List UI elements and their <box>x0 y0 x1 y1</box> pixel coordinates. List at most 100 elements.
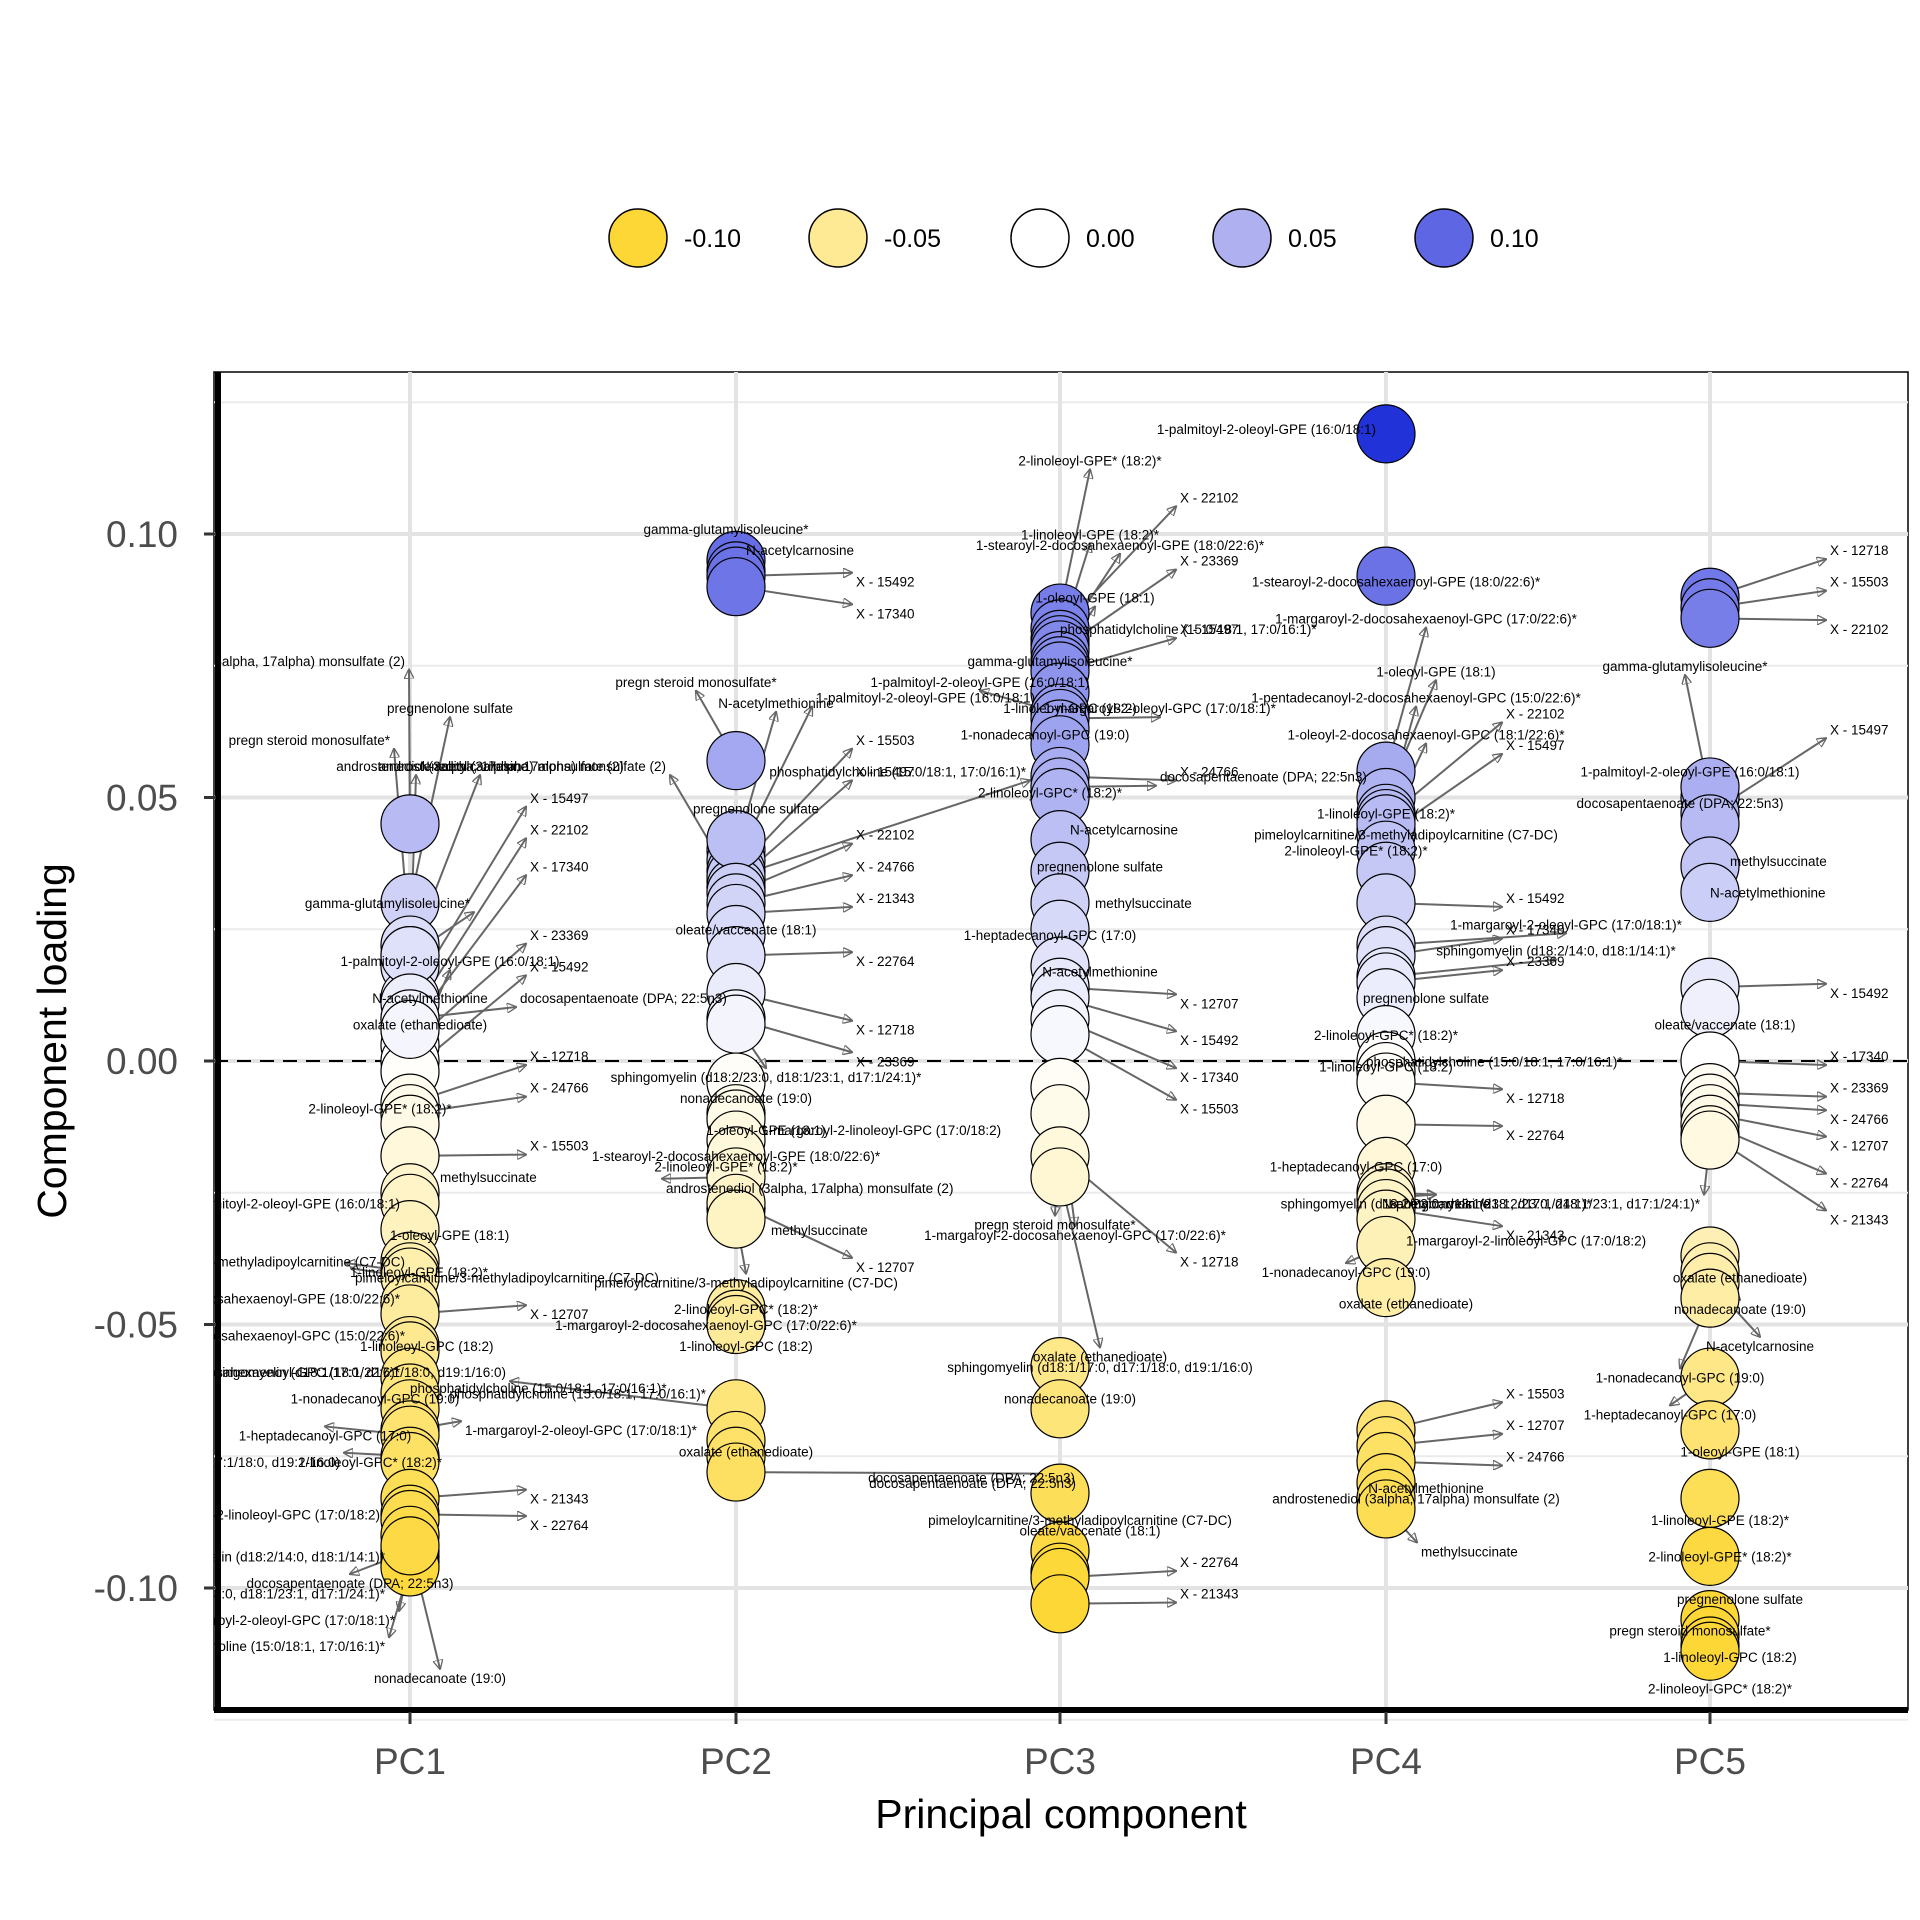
point-label: 1-margaroyl-2-linoleoyl-GPC (17:0/18:2) <box>140 1507 380 1522</box>
x-tick-label: PC3 <box>1024 1741 1096 1782</box>
point-label: oxalate (ethanedioate) <box>353 1017 487 1032</box>
point-label: pimeloylcarnitine/3-methyladipoylcarniti… <box>1254 828 1558 843</box>
legend-swatch <box>808 208 868 268</box>
point-label: X - 17340 <box>856 606 915 621</box>
data-point <box>380 1516 440 1576</box>
point-label: 1-heptadecanoyl-GPC (17:0) <box>964 928 1137 943</box>
point-label: 1-oleoyl-2-docosahexaenoyl-GPC (18:1/22:… <box>1288 728 1566 743</box>
y-tick-label: -0.10 <box>94 1568 178 1609</box>
point-label: sphingomyelin (d18:1/17:0, d17:1/18:0, d… <box>201 1365 506 1380</box>
legend-label: -0.10 <box>684 225 741 253</box>
point-label: X - 15497 <box>1180 622 1239 637</box>
point-label: X - 17340 <box>530 859 589 874</box>
point-label: methylsuccinate <box>1730 854 1827 869</box>
point-label: X - 22102 <box>1506 706 1565 721</box>
point-label: phosphatidylcholine (15:0/18:1, 17:0/16:… <box>449 1386 706 1401</box>
point-label: 1-heptadecanoyl-GPC (17:0) <box>1270 1160 1443 1175</box>
data-point <box>1030 1005 1090 1065</box>
point-label: 1-stearoyl-2-docosahexaenoyl-GPE (18:0/2… <box>1252 575 1541 590</box>
point-label: androstenediol (3alpha, 17alpha) monsulf… <box>118 654 405 669</box>
point-label: 1-palmitoyl-2-oleoyl-GPE (16:0/18:1) <box>816 691 1035 706</box>
point-label: X - 23369 <box>1506 954 1565 969</box>
point-label: 2-linoleoyl-GPE* (18:2)* <box>1648 1550 1792 1565</box>
point-label: 1-linoleoyl-GPE (18:2)* <box>350 1265 489 1280</box>
point-label: 2-linoleoyl-GPC* (18:2)* <box>1648 1681 1793 1696</box>
label-leader-arrow <box>510 1381 737 1410</box>
point-label: X - 24766 <box>1506 1450 1565 1465</box>
point-label: 2-linoleoyl-GPE* (18:2)* <box>1018 453 1162 468</box>
data-point <box>1680 862 1740 922</box>
legend-label: 0.05 <box>1288 225 1337 253</box>
point-label: 1-margaroyl-2-docosahexaenoyl-GPC (17:0/… <box>555 1318 857 1333</box>
point-label: gamma-glutamylisoleucine* <box>305 896 471 911</box>
point-label: X - 22102 <box>1180 490 1239 505</box>
data-point <box>706 557 766 617</box>
point-label: X - 22764 <box>1830 1175 1889 1190</box>
y-tick-label: 0.10 <box>106 514 178 555</box>
point-label: 1-linoleoyl-GPC (18:2) <box>1663 1650 1797 1665</box>
point-label: X - 24766 <box>856 859 915 874</box>
point-label: 1-oleoyl-2-docosahexaenoyl-GPC (18:1/22:… <box>123 1365 401 1380</box>
point-label: X - 15492 <box>856 575 915 590</box>
point-label: X - 15503 <box>530 1139 589 1154</box>
point-label: N-acetylcarnosine <box>1382 1197 1490 1212</box>
point-label: 1-margaroyl-2-oleoyl-GPC (17:0/18:1)* <box>1450 917 1683 932</box>
point-label: X - 24766 <box>530 1081 589 1096</box>
point-label: oleate/vaccenate (18:1) <box>675 923 816 938</box>
x-axis-ticks: PC1 PC2 PC3 PC4 PC5 <box>374 1712 1746 1782</box>
point-label: N-acetylmethionine <box>1042 965 1158 980</box>
legend-swatch <box>1212 208 1272 268</box>
data-point <box>1680 1400 1740 1460</box>
point-label: 2-linoleoyl-GPC* (18:2)* <box>298 1455 443 1470</box>
data-point <box>380 794 440 854</box>
point-label: androstenediol (3alpha, 17alpha) monsulf… <box>379 759 666 774</box>
point-label: oleate/vaccenate (18:1) <box>1019 1523 1160 1538</box>
data-point <box>1680 1621 1740 1681</box>
point-label: pimeloylcarnitine/3-methyladipoylcarniti… <box>101 1255 405 1270</box>
point-label: 1-palmitoyl-2-oleoyl-GPE (16:0/18:1) <box>181 1197 400 1212</box>
point-label: 1-linoleoyl-GPE (18:2)* <box>1021 527 1160 542</box>
point-label: nonadecanoate (19:0) <box>680 1091 812 1106</box>
point-label: X - 15492 <box>1830 986 1889 1001</box>
legend-swatch <box>1010 208 1070 268</box>
point-label: X - 15497 <box>1830 722 1889 737</box>
legend-item: -0.05 <box>808 208 941 268</box>
point-label: phosphatidylcholine (15:0/18:1, 17:0/16:… <box>1060 622 1317 637</box>
point-label: X - 21343 <box>856 891 915 906</box>
point-label: 1-palmitoyl-2-oleoyl-GPE (16:0/18:1) <box>1580 764 1799 779</box>
point-label: 1-linoleoyl-GPC (18:2) <box>1319 1060 1453 1075</box>
y-tick-label: -0.05 <box>94 1305 178 1346</box>
point-label: nonadecanoate (19:0) <box>1004 1392 1136 1407</box>
point-label: X - 22764 <box>530 1518 589 1533</box>
y-tick-label: 0.00 <box>106 1041 178 1082</box>
point-label: X - 21343 <box>1830 1212 1889 1227</box>
point-label: X - 15497 <box>1506 738 1565 753</box>
point-label: pregn steroid monosulfate* <box>974 1218 1136 1233</box>
point-label: docosapentaenoate (DPA; 22:5n3) <box>520 991 727 1006</box>
point-label: X - 12707 <box>530 1307 589 1322</box>
point-label: 2-linoleoyl-GPC* (18:2)* <box>674 1302 819 1317</box>
point-label: 1-nonadecanoyl-GPC (19:0) <box>291 1392 460 1407</box>
point-label: docosapentaenoate (DPA; 22:5n3) <box>869 1476 1076 1491</box>
point-label: 1-margaroyl-2-oleoyl-GPC (17:0/18:1)* <box>465 1423 698 1438</box>
point-label: sphingomyelin (d18:2/23:0, d18:1/23:1, d… <box>74 1587 385 1602</box>
legend-item: -0.10 <box>608 208 741 268</box>
point-label: X - 15503 <box>1830 575 1889 590</box>
point-label: X - 12718 <box>1180 1255 1239 1270</box>
point-label: 1-margaroyl-2-linoleoyl-GPC (17:0/18:2) <box>761 1123 1001 1138</box>
x-tick-label: PC5 <box>1674 1741 1746 1782</box>
point-label: 1-palmitoyl-2-oleoyl-GPE (16:0/18:1) <box>340 954 559 969</box>
point-label: X - 12718 <box>856 1023 915 1038</box>
data-point <box>380 999 440 1059</box>
point-label: sphingomyelin (d18:2/14:0, d18:1/14:1)* <box>1436 944 1676 959</box>
point-label: X - 15503 <box>1506 1386 1565 1401</box>
point-label: 1-heptadecanoyl-GPC (17:0) <box>239 1428 412 1443</box>
point-label: methylsuccinate <box>771 1223 868 1238</box>
point-label: nonadecanoate (19:0) <box>374 1671 506 1686</box>
point-label: 1-margaroyl-2-oleoyl-GPC (17:0/18:1)* <box>163 1613 396 1628</box>
point-label: N-acetylmethionine <box>1368 1481 1484 1496</box>
data-point <box>1030 1379 1090 1439</box>
legend-item: 0.05 <box>1212 208 1337 268</box>
point-label: X - 21343 <box>530 1492 589 1507</box>
point-label: X - 24766 <box>1830 1112 1889 1127</box>
